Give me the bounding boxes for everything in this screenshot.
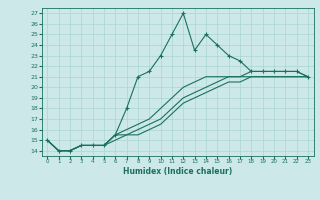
X-axis label: Humidex (Indice chaleur): Humidex (Indice chaleur) bbox=[123, 167, 232, 176]
